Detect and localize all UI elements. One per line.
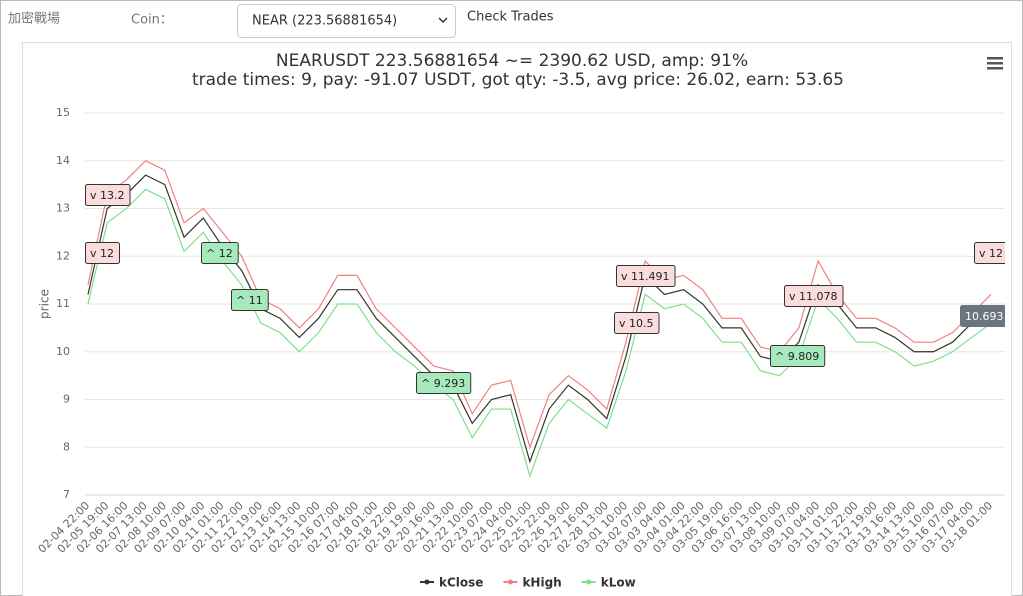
select-arrow <box>438 17 448 24</box>
legend-marker <box>424 579 430 585</box>
coin-select[interactable] <box>237 4 456 38</box>
trade-flag-text: v 10.5 <box>619 317 654 330</box>
trade-flag <box>784 285 844 307</box>
trade-flag-text: ^ 9.809 <box>775 350 819 363</box>
trade-flag <box>770 345 826 367</box>
y-tick-label: 8 <box>63 440 70 453</box>
trade-flag-text: v 11.078 <box>789 290 838 303</box>
coin-label: Coin： <box>131 13 173 28</box>
trade-flag-text: ^ 9.293 <box>421 377 465 390</box>
check-trades-button[interactable]: Check Trades <box>467 10 554 25</box>
trade-flag <box>201 242 239 264</box>
trade-flag-text: ^ 11 <box>236 294 263 307</box>
y-tick-label: 7 <box>63 488 70 501</box>
legend-marker <box>507 579 513 585</box>
chart-panel <box>22 42 1012 596</box>
trade-flag <box>416 372 472 394</box>
trade-flag-text: 10.693 <box>965 310 1004 323</box>
y-tick-label: 11 <box>56 297 70 310</box>
coin-select-text: NEAR (223.56881654) <box>252 14 397 29</box>
legend-marker <box>586 579 592 585</box>
y-tick-label: 12 <box>56 249 70 262</box>
legend-label[interactable]: kClose <box>439 576 483 590</box>
legend-label[interactable]: kLow <box>601 576 636 590</box>
y-axis-title: price <box>38 289 52 319</box>
trade-flag <box>85 242 121 264</box>
trade-flag-text: ^ 12 <box>206 247 233 260</box>
trade-flag <box>974 242 1005 264</box>
brand[interactable]: 加密戰場 <box>8 11 60 27</box>
legend-label[interactable]: kHigh <box>522 576 561 590</box>
y-tick-label: 13 <box>56 202 70 215</box>
trade-flag <box>231 289 269 311</box>
trade-flag-text: v 13.2 <box>90 189 125 202</box>
price-line <box>87 188 992 478</box>
chart-subtitle: trade times: 9, pay: -91.07 USDT, got qt… <box>192 70 844 90</box>
chart-title: NEARUSDT 223.56881654 ~= 2390.62 USD, am… <box>276 51 748 71</box>
plot-area: v 13.2 v 12 ^ 12 ^ 11 ^ 9.293 v 11.491 v 10.5 v… <box>85 160 1005 478</box>
y-tick-label: 10 <box>56 345 70 358</box>
y-tick-label: 9 <box>63 393 70 406</box>
trade-flag <box>616 265 676 287</box>
trade-flag-text: v 11.491 <box>621 270 670 283</box>
y-tick-label: 14 <box>56 154 70 167</box>
trade-flag <box>960 305 1005 327</box>
trade-flag <box>614 312 660 334</box>
trade-flag <box>85 184 131 206</box>
trade-flag-text: v 12 <box>979 247 1003 260</box>
price-line <box>87 174 992 464</box>
trade-flag-text: v 12 <box>90 247 114 260</box>
y-tick-label: 15 <box>56 106 70 119</box>
menu-button[interactable] <box>987 57 1003 70</box>
